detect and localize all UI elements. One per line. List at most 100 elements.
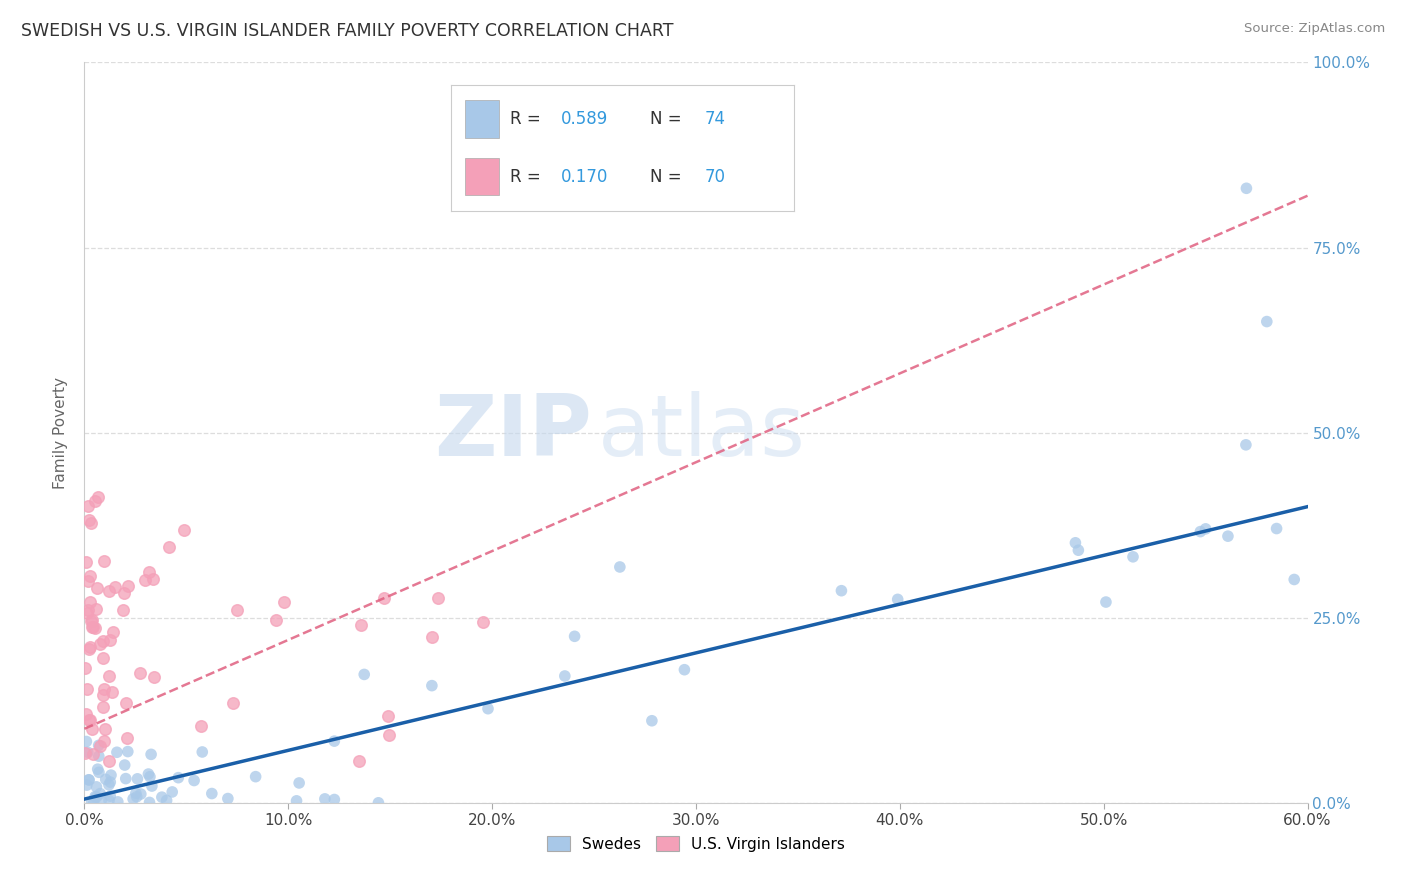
Point (77, 513, 100, 527)
Point (138, 565, 160, 579)
Point (117, 731, 139, 746)
Point (273, 595, 295, 609)
Point (139, 747, 162, 762)
Point (89, 787, 111, 801)
Point (141, 779, 163, 793)
Point (134, 574, 156, 588)
Point (77, 772, 100, 787)
Point (97, 778, 120, 792)
Point (76, 499, 98, 513)
Point (157, 540, 180, 554)
Point (150, 790, 173, 805)
Point (93, 681, 115, 696)
Point (98, 789, 121, 804)
Point (138, 796, 160, 810)
Point (86, 490, 108, 504)
Point (288, 776, 311, 790)
Text: Source: ZipAtlas.com: Source: ZipAtlas.com (1244, 22, 1385, 36)
Point (111, 603, 134, 617)
Point (167, 771, 190, 785)
Point (82, 620, 104, 634)
Point (91, 688, 114, 702)
Point (75, 661, 97, 675)
Point (89, 637, 111, 651)
Point (1122, 549, 1144, 564)
Point (160, 785, 183, 799)
Point (84, 602, 107, 616)
Point (347, 754, 370, 768)
Point (77, 772, 100, 787)
Point (77, 603, 100, 617)
Point (1195, 522, 1218, 536)
Point (554, 669, 576, 683)
Point (641, 714, 664, 728)
Point (225, 603, 247, 617)
Point (314, 792, 336, 806)
Point (285, 794, 308, 808)
Point (100, 768, 122, 782)
Point (91, 634, 114, 648)
Point (886, 592, 908, 607)
Point (373, 591, 395, 606)
Point (79, 569, 101, 583)
Text: atlas: atlas (598, 391, 806, 475)
Point (75, 555, 97, 569)
Point (84, 621, 107, 635)
Point (173, 523, 195, 537)
Point (75, 746, 97, 760)
Point (86, 581, 108, 595)
Point (143, 670, 166, 684)
Point (84, 493, 107, 508)
Point (1282, 573, 1305, 587)
Point (98, 794, 121, 808)
Point (117, 579, 139, 593)
Point (107, 795, 129, 809)
Point (75, 707, 97, 722)
Point (201, 787, 224, 801)
Point (98, 775, 121, 789)
Point (80, 722, 103, 736)
Point (129, 666, 152, 681)
Point (87, 739, 110, 753)
Point (94, 772, 117, 787)
Point (117, 745, 139, 759)
Point (122, 792, 145, 806)
Point (1236, 181, 1258, 195)
Point (91, 700, 114, 714)
Point (77, 714, 100, 728)
Point (86, 762, 108, 776)
Point (76, 778, 98, 792)
Point (156, 793, 179, 807)
Point (129, 787, 152, 801)
Point (142, 573, 165, 587)
Point (377, 709, 399, 723)
Point (97, 669, 120, 683)
Point (378, 729, 401, 743)
Point (477, 702, 499, 716)
Point (564, 629, 586, 643)
Point (1067, 543, 1090, 558)
Point (353, 667, 375, 681)
Point (80, 613, 103, 627)
Point (93, 554, 115, 568)
Point (1265, 522, 1288, 536)
Point (76, 606, 98, 620)
Point (103, 580, 125, 594)
Point (87, 765, 110, 780)
Point (217, 791, 239, 805)
Point (1234, 438, 1257, 452)
Point (420, 679, 443, 693)
Point (125, 789, 148, 804)
Y-axis label: Family Poverty: Family Poverty (53, 376, 69, 489)
Point (138, 767, 160, 781)
Point (98, 754, 121, 768)
Point (93, 650, 115, 665)
Point (125, 786, 148, 800)
Point (323, 792, 346, 806)
Point (112, 586, 135, 600)
Point (139, 770, 162, 784)
Point (79, 594, 101, 608)
Point (82, 747, 104, 761)
Point (79, 713, 101, 727)
Point (221, 696, 243, 710)
